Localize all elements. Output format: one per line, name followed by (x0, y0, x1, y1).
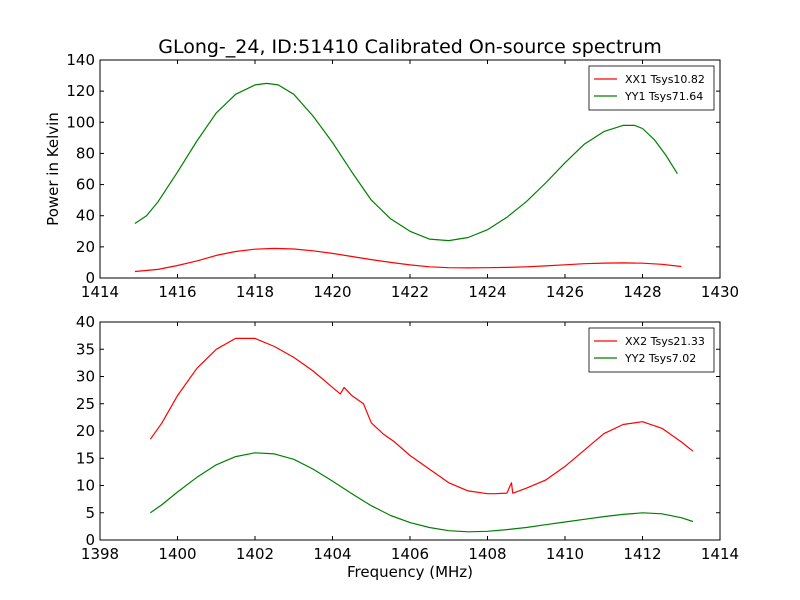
panel1-y-tick-label: 120 (66, 82, 95, 100)
panel2-x-tick-label: 1414 (701, 545, 739, 563)
panel2-x-tick-label: 1408 (468, 545, 506, 563)
panel2-x-tick-label: 1404 (313, 545, 351, 563)
panel2-series-line-2 (150, 452, 694, 533)
panel2-axes: 1398 1400 1402 1404 1406 1408 1410 1412 1414 0 5 10… (76, 313, 739, 581)
panel1-series-line-1 (134, 247, 682, 273)
panel2-legend: XX2 Tsys21.33 YY2 Tsys7.02 (588, 327, 715, 373)
panel2-y-tick-label: 25 (76, 395, 95, 413)
panel2-legend-label-1: XX2 Tsys21.33 (625, 335, 705, 348)
panel1-x-tick-label: 1426 (546, 283, 584, 301)
panel1-x-tick-label: 1416 (158, 283, 196, 301)
panel2-x-axis-label: Frequency (MHz) (347, 563, 473, 581)
panel2-y-tick-label: 35 (76, 340, 95, 358)
panel1-axes: 1414 1416 1418 1420 1422 1424 1426 1428 1430 0 20 4… (44, 51, 739, 301)
panel2-x-tick-label: 1398 (81, 545, 119, 563)
panel2-legend-frame (588, 327, 715, 373)
panel1-y-tick-label: 40 (76, 207, 95, 225)
panel2-y-tick-label: 40 (76, 313, 95, 331)
panel1-legend-label-1: XX1 Tsys10.82 (625, 73, 705, 86)
panel1-x-tick-label: 1418 (236, 283, 274, 301)
panel1-series-line-2 (134, 82, 678, 242)
panel2-y-tick-label: 15 (76, 449, 95, 467)
plots-container: 1414 1416 1418 1420 1422 1424 1426 1428 1430 0 20 4… (44, 51, 739, 581)
panel1-y-tick-label: 100 (66, 113, 95, 131)
panel1-x-tick-label: 1428 (623, 283, 661, 301)
panel1-y-tick-label: 80 (76, 144, 95, 162)
panel2-x-tick-label: 1400 (158, 545, 196, 563)
panel2-y-tick-label: 5 (85, 504, 95, 522)
panel2-x-tick-label: 1402 (236, 545, 274, 563)
panel2-y-tick-label: 0 (85, 531, 95, 549)
panel1-y-tick-label: 60 (76, 176, 95, 194)
panel2-series-line-1 (149, 337, 694, 495)
panel1-legend-label-2: YY1 Tsys71.64 (624, 90, 703, 103)
panel2-x-tick-label: 1406 (391, 545, 429, 563)
panel1-legend-frame (588, 65, 715, 111)
panel2-y-tick-label: 30 (76, 368, 95, 386)
chart-title: GLong-_24, ID:51410 Calibrated On-source… (158, 36, 662, 58)
panel1-x-tick-label: 1430 (701, 283, 739, 301)
panel1-y-axis-label: Power in Kelvin (44, 112, 62, 226)
panel1-legend: XX1 Tsys10.82 YY1 Tsys71.64 (588, 65, 715, 111)
panel2-y-tick-label: 20 (76, 422, 95, 440)
panel1-y-tick-label: 0 (85, 269, 95, 287)
panel1-x-tick-label: 1414 (81, 283, 119, 301)
panel1-x-tick-label: 1424 (468, 283, 506, 301)
panel2-y-tick-label: 10 (76, 477, 95, 495)
panel1-x-tick-label: 1420 (313, 283, 351, 301)
panel2-legend-label-2: YY2 Tsys7.02 (624, 352, 696, 365)
panel2-x-tick-label: 1410 (546, 545, 584, 563)
panel1-x-tick-label: 1422 (391, 283, 429, 301)
panel1-y-tick-label: 140 (66, 51, 95, 69)
panel2-x-tick-label: 1412 (623, 545, 661, 563)
panel1-y-tick-label: 20 (76, 238, 95, 256)
